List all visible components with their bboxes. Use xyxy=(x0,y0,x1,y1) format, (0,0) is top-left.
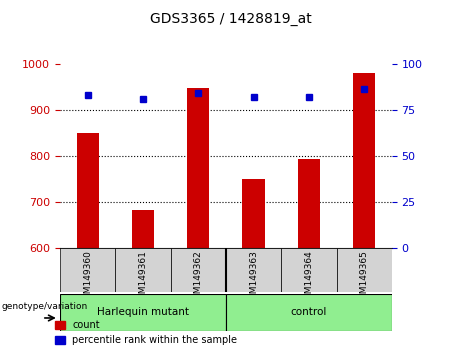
Text: GSM149361: GSM149361 xyxy=(138,250,148,305)
FancyBboxPatch shape xyxy=(60,248,115,292)
Bar xyxy=(353,73,375,248)
FancyBboxPatch shape xyxy=(115,248,171,292)
Legend: count, percentile rank within the sample: count, percentile rank within the sample xyxy=(51,316,241,349)
Text: GSM149364: GSM149364 xyxy=(304,250,313,305)
FancyBboxPatch shape xyxy=(226,294,392,331)
FancyBboxPatch shape xyxy=(226,248,281,292)
Bar xyxy=(298,159,320,248)
Text: GSM149360: GSM149360 xyxy=(83,250,92,305)
Text: genotype/variation: genotype/variation xyxy=(2,302,88,311)
Text: GDS3365 / 1428819_at: GDS3365 / 1428819_at xyxy=(150,12,311,27)
Bar xyxy=(132,210,154,248)
FancyBboxPatch shape xyxy=(281,248,337,292)
Bar xyxy=(187,88,209,248)
Bar xyxy=(242,179,265,248)
FancyBboxPatch shape xyxy=(171,248,226,292)
Text: GSM149365: GSM149365 xyxy=(360,250,369,305)
Text: GSM149363: GSM149363 xyxy=(249,250,258,305)
Text: GSM149362: GSM149362 xyxy=(194,250,203,305)
Text: Harlequin mutant: Harlequin mutant xyxy=(97,307,189,318)
FancyBboxPatch shape xyxy=(337,248,392,292)
Text: control: control xyxy=(291,307,327,318)
FancyBboxPatch shape xyxy=(60,294,226,331)
Bar xyxy=(77,133,99,248)
